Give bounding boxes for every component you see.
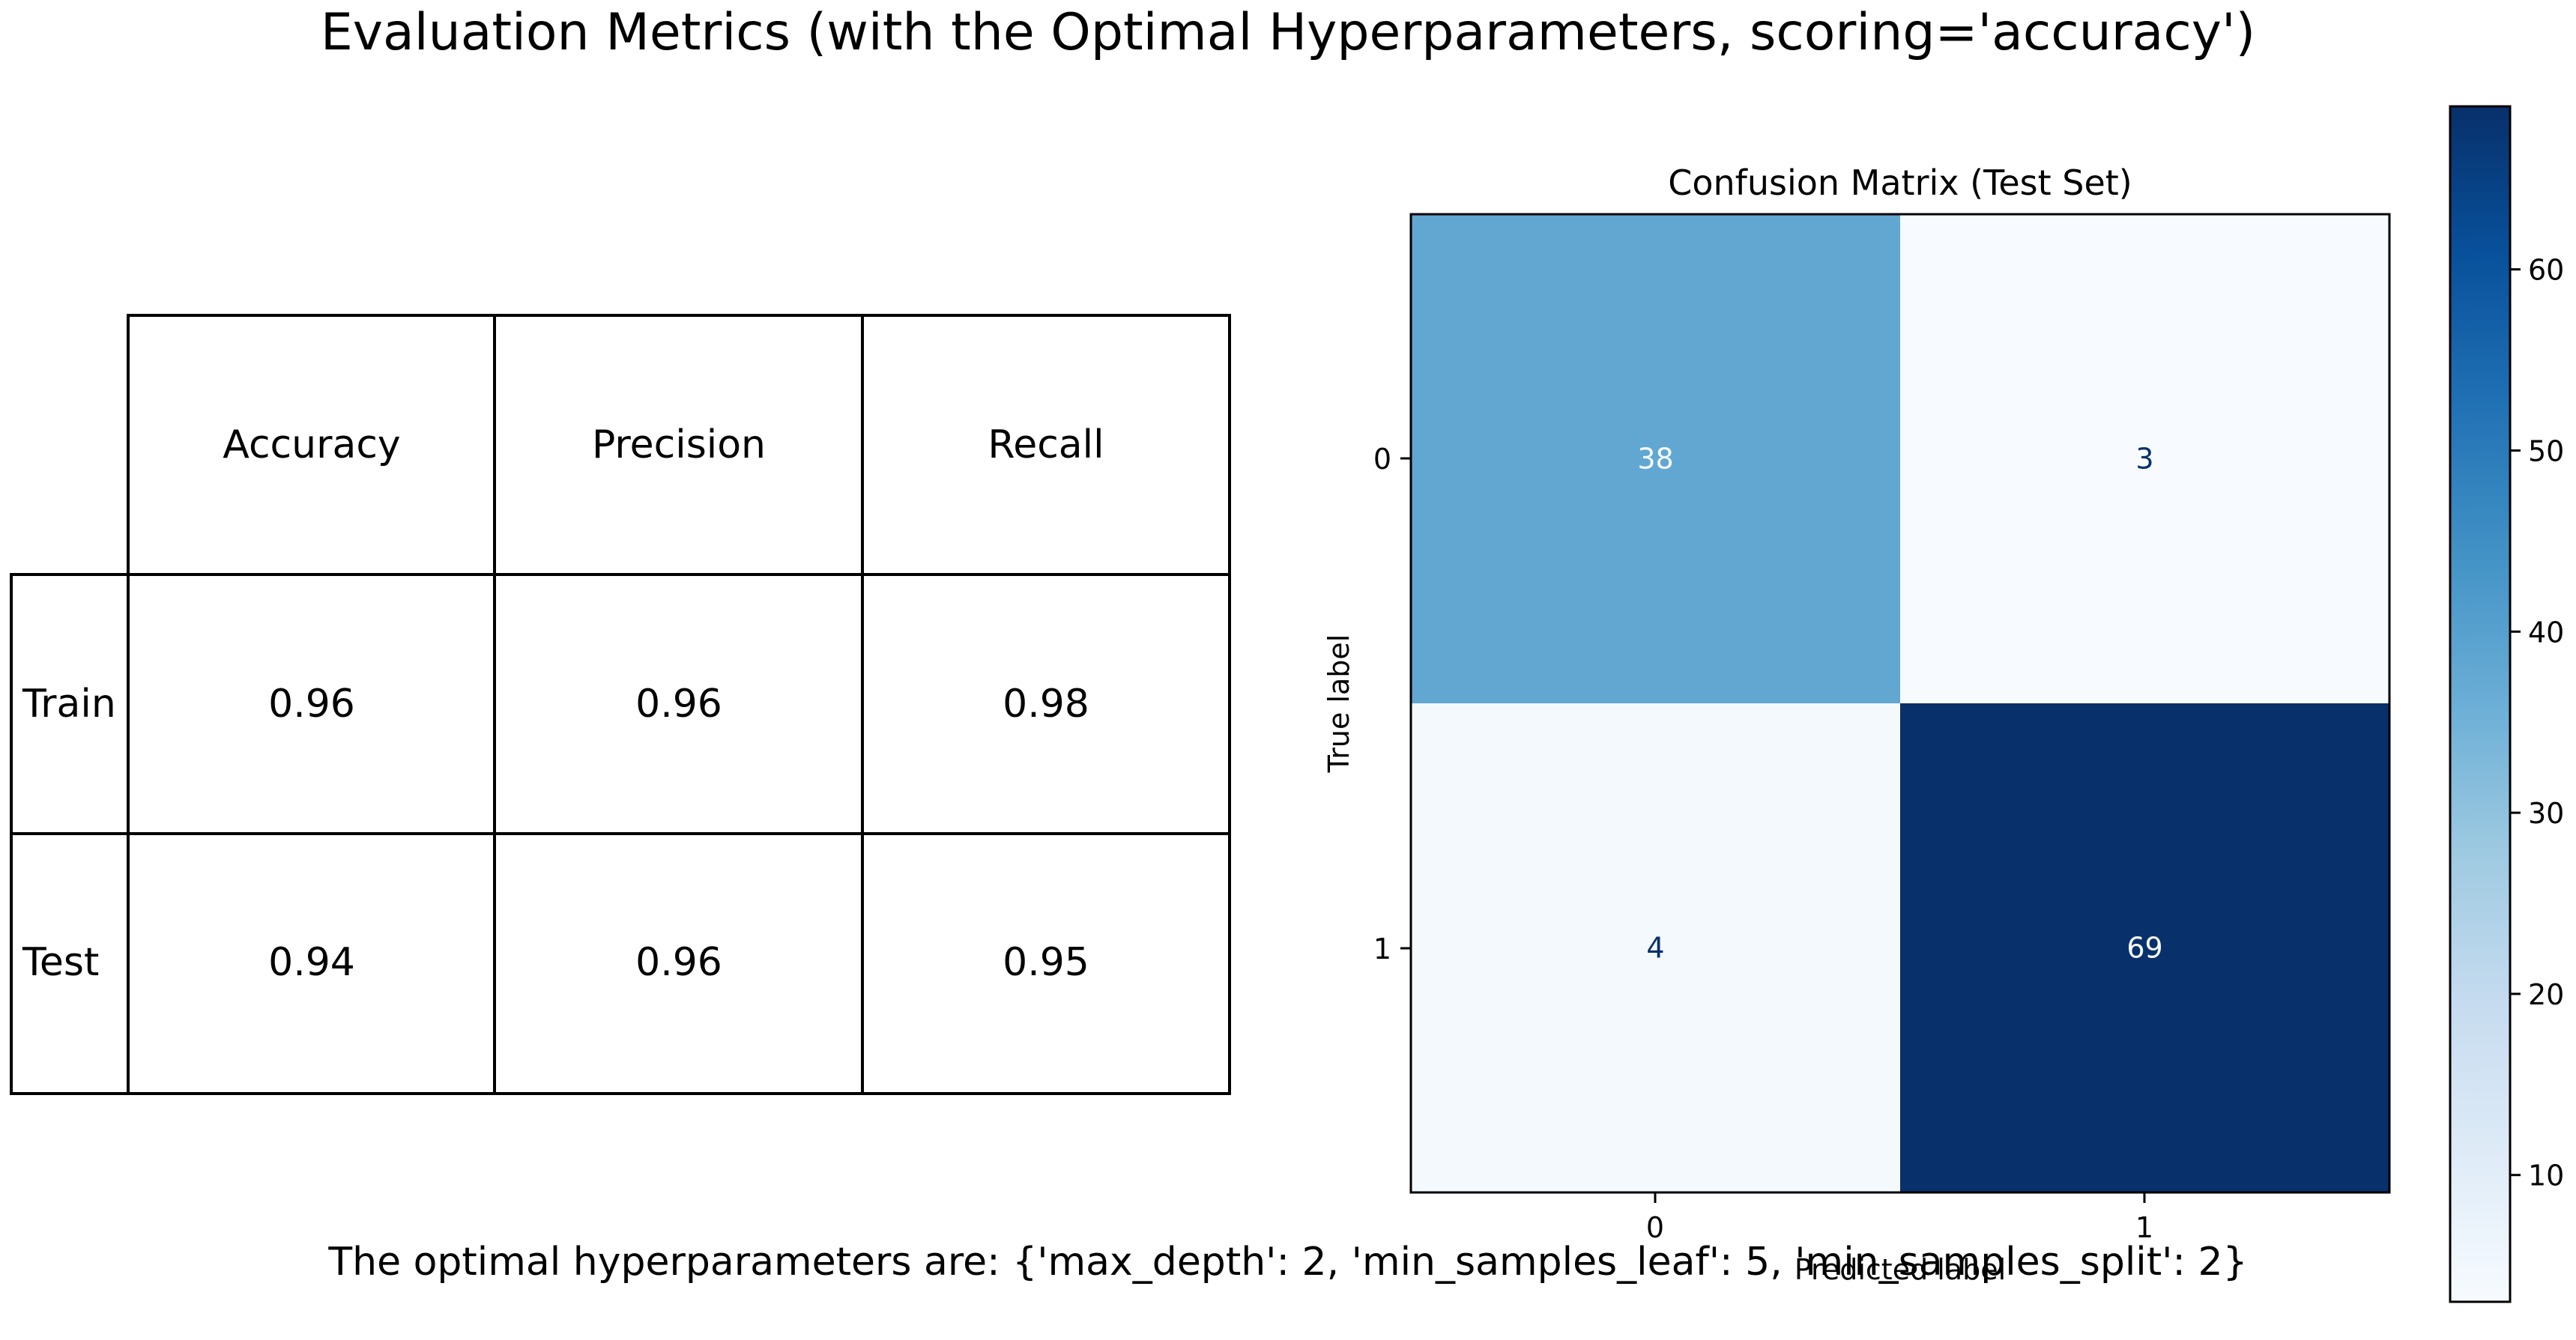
x-axis-label: Predicted label: [1795, 1253, 2006, 1286]
heatmap-cell-0-0: [1411, 214, 1900, 703]
table-cell-test-precision: 0.96: [635, 940, 722, 985]
colorbar-tick-label-1: 20: [2528, 978, 2564, 1011]
table-cell-train-accuracy: 0.96: [268, 682, 355, 727]
footer-text: The optimal hyperparameters are: {'max_d…: [327, 1240, 2247, 1285]
x-tick-label-1: 1: [2135, 1211, 2153, 1244]
table-cell-train-precision: 0.96: [635, 682, 722, 727]
y-tick-label-1: 1: [1373, 933, 1391, 965]
y-tick-label-0: 0: [1373, 443, 1391, 476]
table-row-label-test: Test: [22, 940, 99, 985]
y-axis-label: True label: [1322, 634, 1355, 774]
colorbar-tick-label-4: 50: [2528, 434, 2564, 467]
heatmap-cell-1-1: [1900, 703, 2389, 1192]
colorbar-tick-label-3: 40: [2528, 616, 2564, 649]
heatmap-cell-1-0: [1411, 703, 1900, 1192]
table-header-precision: Precision: [592, 422, 766, 467]
colorbar-ticks: 10 20 30 40 50 60: [2510, 254, 2564, 1192]
heatmap-value-1-1: 69: [2126, 932, 2162, 965]
table-cell-test-accuracy: 0.94: [268, 940, 355, 985]
metrics-table: [10, 314, 1231, 1095]
table-row-label-train: Train: [22, 682, 116, 727]
table-header-accuracy: Accuracy: [223, 422, 400, 467]
colorbar-tick-label-0: 10: [2528, 1159, 2564, 1192]
colorbar-tick-label-2: 30: [2528, 797, 2564, 830]
colorbar-tick-label-5: 60: [2528, 254, 2564, 287]
table-header-recall: Recall: [988, 422, 1104, 467]
table-cell-train-recall: 0.98: [1003, 682, 1089, 727]
confusion-matrix-frame: [1409, 213, 2391, 1194]
heatmap-value-0-1: 3: [2135, 443, 2153, 476]
heatmap-value-1-0: 4: [1646, 932, 1664, 965]
x-tick-label-0: 0: [1646, 1211, 1664, 1244]
table-cell-test-recall: 0.95: [1003, 940, 1089, 985]
confusion-matrix-cells: 38 3 4 69: [1411, 214, 2389, 1192]
heatmap-cell-0-1: [1900, 214, 2389, 703]
figure-title: Evaluation Metrics (with the Optimal Hyp…: [321, 3, 2255, 62]
confusion-matrix-title: Confusion Matrix (Test Set): [1668, 163, 2132, 203]
heatmap-value-0-0: 38: [1637, 443, 1673, 476]
colorbar: [2449, 105, 2512, 1303]
